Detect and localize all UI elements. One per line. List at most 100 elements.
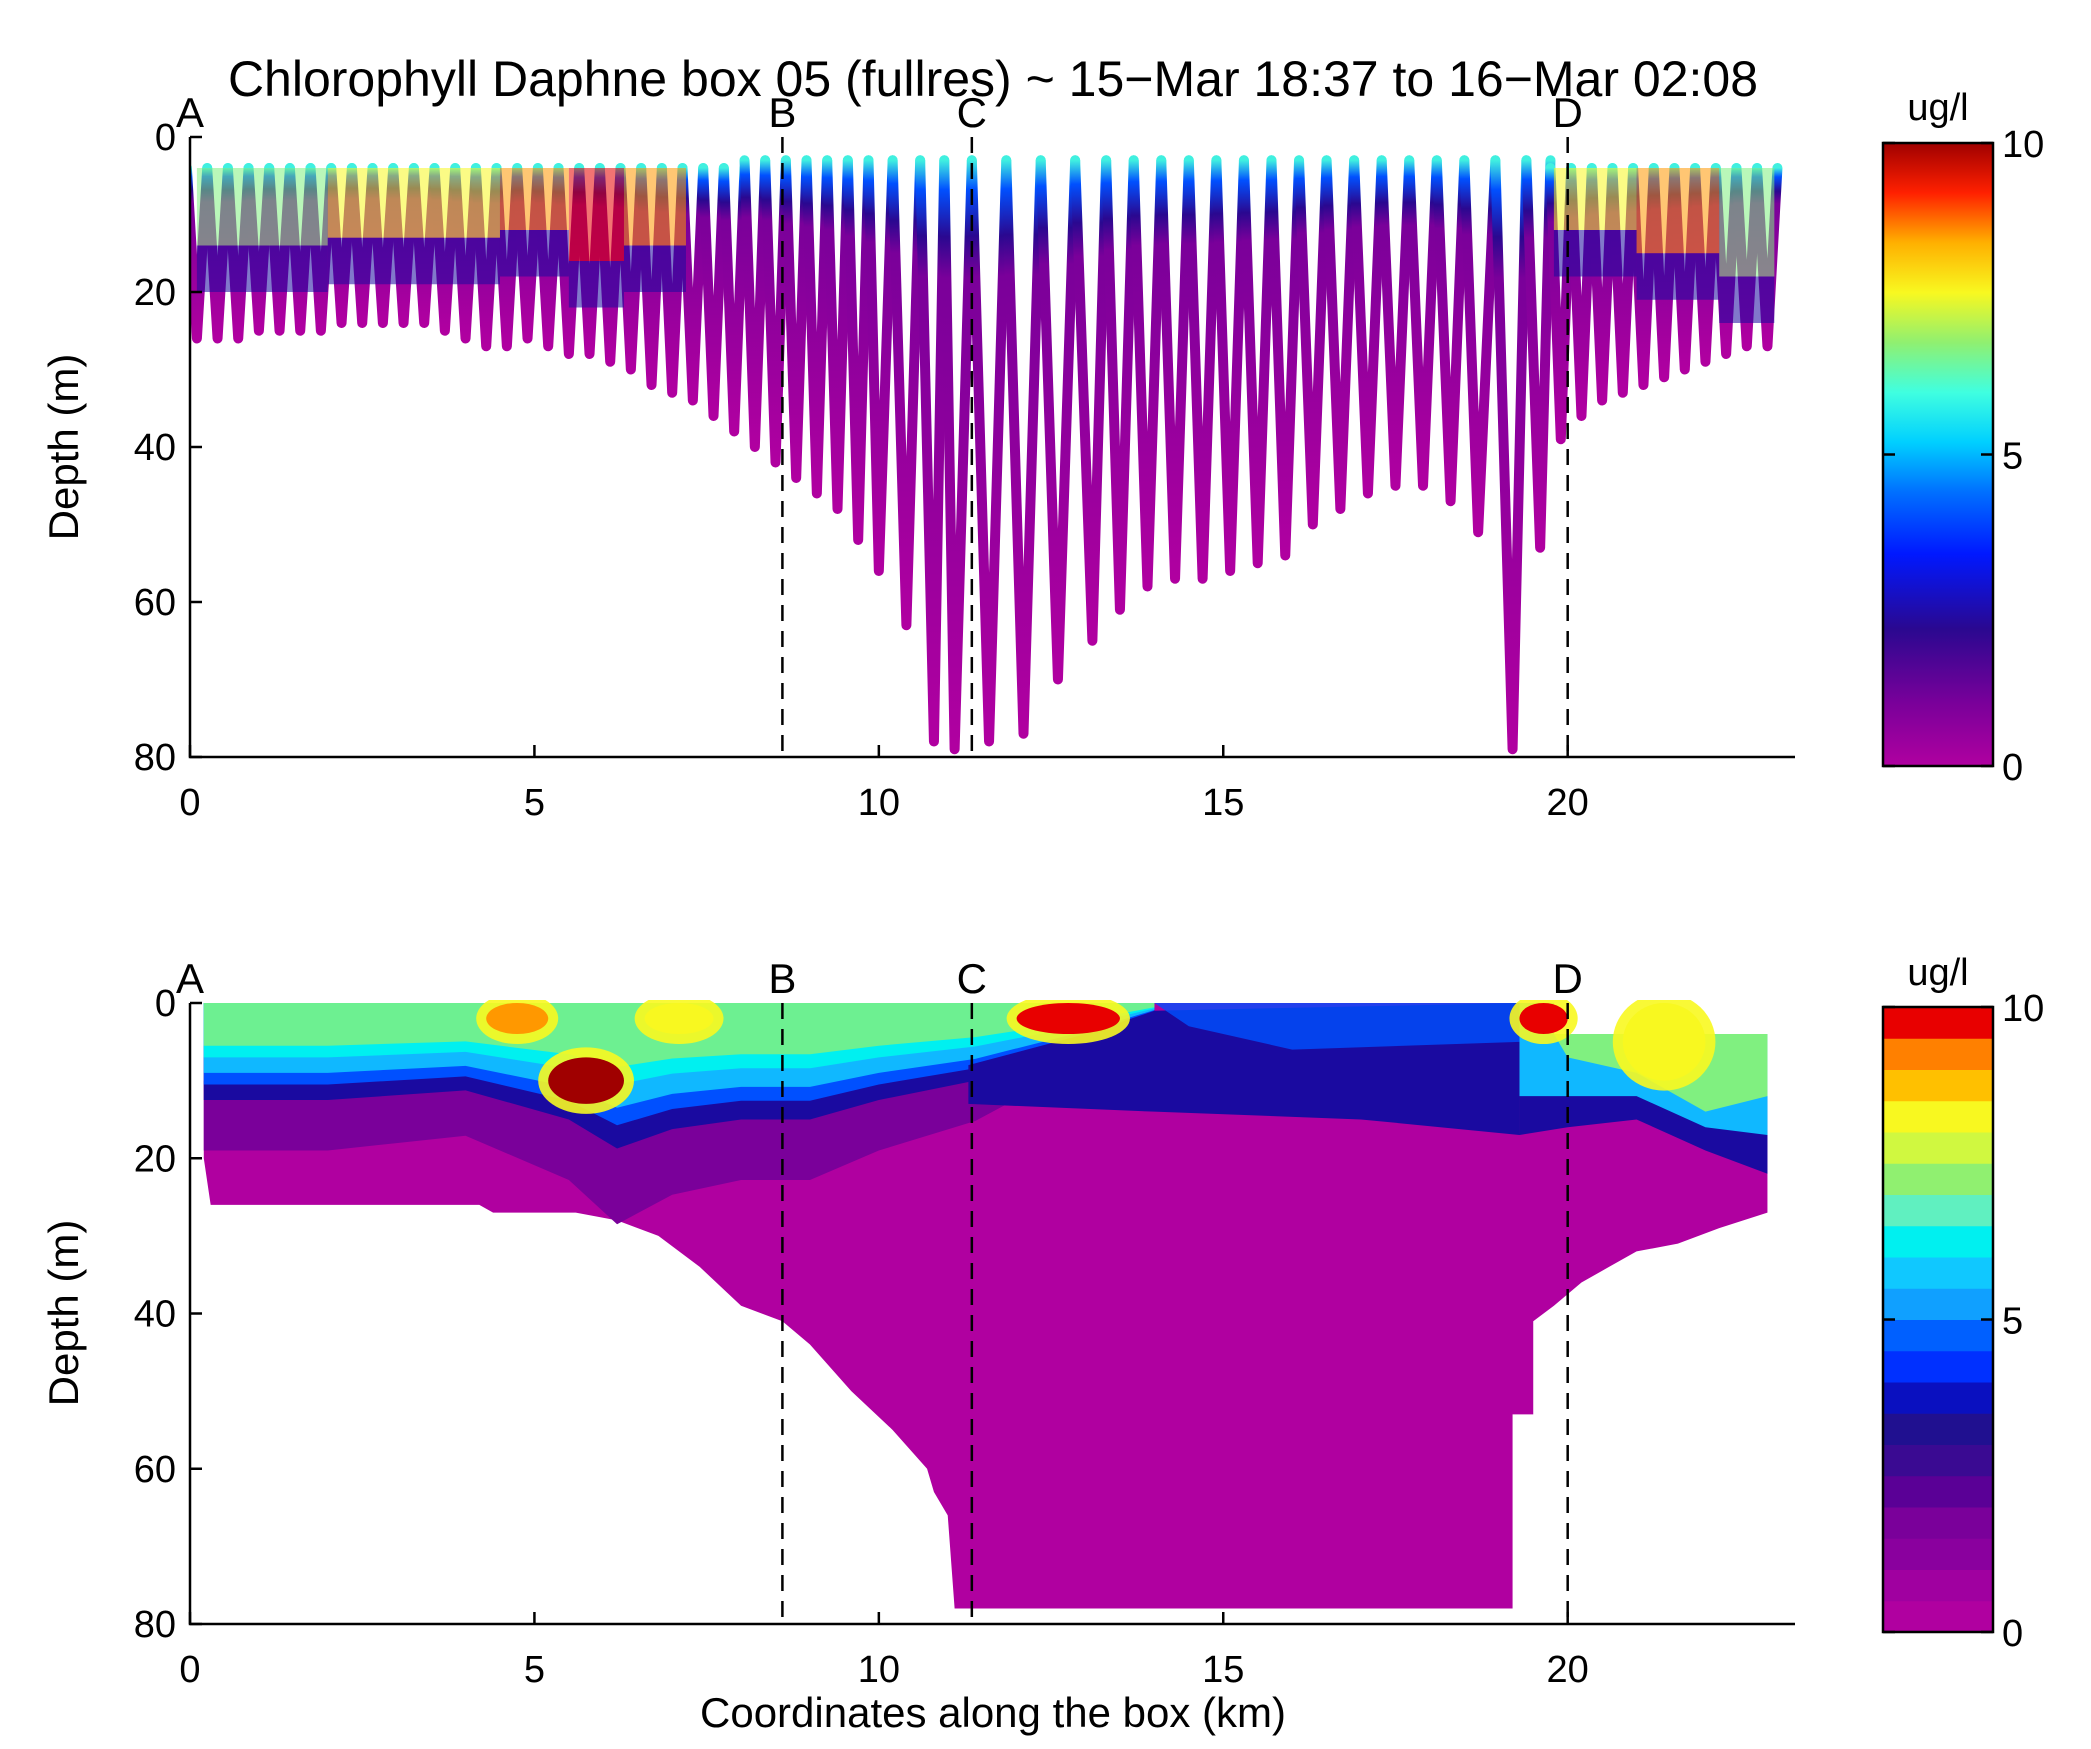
raw-profile [1128,155,1167,592]
interpolated-cb-band [1883,1600,1993,1633]
raw-surface-band [623,168,686,246]
raw-cb-tick-label: 0 [2002,747,2023,789]
raw-transition-band [1636,253,1720,300]
raw-surface-band [499,168,569,230]
raw-transition-band [1553,230,1637,277]
raw-profile-outline [1271,160,1299,555]
raw-surface-band [1636,168,1720,254]
interpolated-cb-band [1883,1569,1993,1602]
raw-profile [1431,155,1470,507]
raw-profile [1035,155,1081,685]
interpolated-surface-patch [1622,1003,1706,1081]
interpolated-mid-blue-patch [1154,1003,1520,1050]
raw-profile-outline [1354,160,1382,493]
raw-profile [698,163,729,421]
raw-profile-outline [1006,160,1040,734]
raw-profile [966,155,1012,747]
interpolated-cb-band [1883,1413,1993,1445]
interpolated-cb-band [1883,1194,1993,1227]
interpolated-cb-band [1883,1444,1993,1477]
raw-profile [887,155,926,631]
raw-profile [915,155,950,747]
raw-transition-band [623,245,686,292]
raw-transition-band [327,237,500,285]
raw-profile-outline [1327,160,1355,509]
raw-xtick-label: 0 [179,782,200,824]
raw-panel: A B C D 0 5 10 15 20 0 20 40 60 80 Depth (m) 0 5 10 ug… [40,87,2044,824]
raw-xtick-label: 10 [858,782,900,824]
raw-profile-outline [893,160,921,625]
interpolated-cb-band [1883,1319,1993,1352]
raw-profiles [190,155,1783,755]
interpolated-cb-band [1883,1100,1993,1133]
raw-profile-outline [1409,160,1437,486]
raw-surface-band [1719,168,1775,277]
raw-profile [760,155,791,468]
raw-profile [1490,155,1532,755]
raw-section-markers: A B C D [176,89,1583,757]
interpolated-cb-band [1883,1350,1993,1383]
raw-profile-outline [869,160,893,571]
raw-profile [863,155,898,576]
interpolated-ytick-label: 60 [134,1449,176,1491]
raw-profile-outline [1161,160,1189,579]
raw-profile [1211,155,1249,576]
raw-profile [1156,155,1194,584]
raw-marker-b: B [768,89,796,136]
interpolated-ylabel: Depth (m) [40,1220,87,1407]
raw-profile [1321,155,1360,514]
raw-profile-outline [1216,160,1244,571]
raw-profile-outline [1299,160,1327,524]
interpolated-xtick-label: 5 [524,1649,545,1691]
raw-profile [739,155,771,452]
raw-profile [1349,155,1387,499]
raw-profile-outline [1495,160,1526,749]
raw-surface-band [568,168,624,261]
raw-ytick-label: 40 [134,427,176,469]
raw-ylabel: Depth (m) [40,354,87,541]
interpolated-cb-band [1883,1475,1993,1508]
interpolated-cb-band [1883,1069,1993,1102]
raw-profile [1294,155,1332,530]
raw-cb-tick-label: 10 [2002,124,2044,166]
raw-xtick-label: 20 [1547,782,1589,824]
raw-surface-band [327,168,500,238]
raw-xtick-label: 15 [1202,782,1244,824]
raw-transition-band [1719,276,1775,323]
raw-profile [718,163,750,437]
raw-colorbar-label: ug/l [1907,87,1968,129]
raw-profile-outline [1526,160,1550,548]
interpolated-surface-patch [1016,1003,1120,1035]
raw-profile-outline [1075,160,1106,641]
interpolated-xtick-label: 15 [1202,1649,1244,1691]
raw-profile [1183,155,1222,584]
interpolated-surface-patch [486,1003,549,1035]
interpolated-cb-band [1883,1163,1993,1195]
raw-profile [939,155,977,755]
raw-surface-band [1553,168,1637,230]
raw-profile-outline [972,160,1006,741]
interpolated-panel: A B C D 0 5 10 15 20 0 20 40 60 80 Depth (m) Coordin… [40,952,2044,1736]
interpolated-surface-patch [1519,1003,1568,1035]
interpolated-cb-band [1883,1038,1993,1070]
interpolated-ytick-label: 40 [134,1294,176,1336]
interpolated-cb-band [1883,1538,1993,1570]
interpolated-marker-a: A [176,955,204,1002]
raw-profile-outline [1382,160,1410,486]
interpolated-marker-d: D [1553,955,1583,1002]
raw-profile [1521,155,1556,553]
raw-profile [1376,155,1415,491]
raw-ytick-label: 80 [134,737,176,779]
interpolated-cb-band [1883,1225,1993,1258]
interpolated-field [203,1000,1768,1609]
raw-ytick-label: 60 [134,582,176,624]
interpolated-marker-b: B [768,955,796,1002]
raw-transition-band [499,230,569,277]
interpolated-xtick-label: 10 [858,1649,900,1691]
interpolated-cb-band [1883,1382,1993,1414]
raw-profile [780,155,812,483]
raw-profile-outline [1437,160,1465,501]
raw-profile [842,155,874,545]
raw-marker-a: A [176,89,204,136]
raw-cb-tick-label: 5 [2002,436,2023,478]
